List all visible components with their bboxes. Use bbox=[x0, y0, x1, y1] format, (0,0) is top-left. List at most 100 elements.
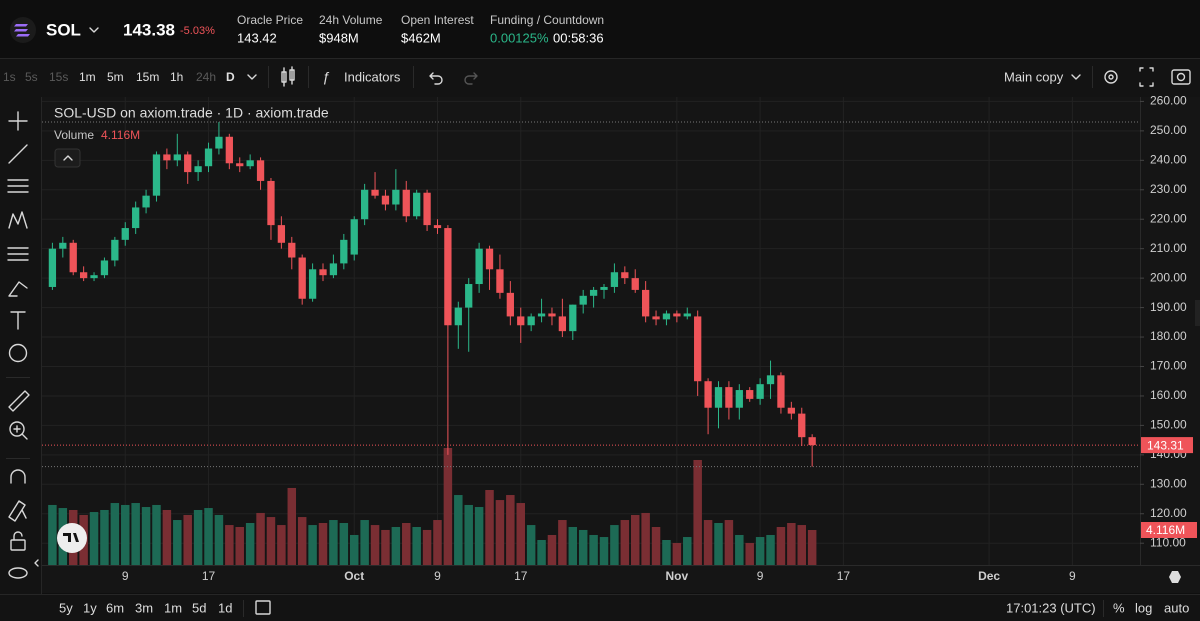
volume-bar bbox=[121, 504, 130, 565]
redo-button[interactable] bbox=[464, 72, 478, 85]
interval-button[interactable]: 15m bbox=[136, 70, 159, 84]
side-tab[interactable] bbox=[1195, 300, 1200, 326]
volume-bar bbox=[755, 537, 765, 565]
screenshot-lens bbox=[1176, 72, 1186, 82]
volume-bar bbox=[349, 534, 359, 565]
range-button[interactable]: 6m bbox=[106, 600, 124, 615]
stat-value: 00:58:36 bbox=[553, 30, 604, 45]
magnet-tool[interactable] bbox=[10, 469, 26, 484]
visibility-tool[interactable] bbox=[8, 567, 28, 579]
candle-body bbox=[79, 272, 88, 279]
range-button[interactable]: 5d bbox=[192, 600, 206, 615]
range-button[interactable]: 1m bbox=[164, 600, 182, 615]
volume-bar bbox=[526, 525, 536, 565]
screenshot-button[interactable] bbox=[1171, 69, 1191, 85]
collapse-button[interactable] bbox=[54, 148, 81, 168]
candle-body bbox=[652, 316, 660, 320]
x-tick-label: Nov bbox=[666, 569, 689, 583]
range-button[interactable]: 1d bbox=[218, 600, 232, 615]
candle-body bbox=[537, 313, 546, 317]
candle-body bbox=[392, 189, 400, 205]
ruler-tool[interactable] bbox=[8, 390, 30, 412]
crosshair-tool[interactable] bbox=[8, 111, 28, 131]
auto-toggle[interactable]: auto bbox=[1164, 600, 1189, 615]
lock-shackle bbox=[13, 531, 23, 541]
volume-bar bbox=[193, 509, 203, 565]
settings-button[interactable] bbox=[1104, 70, 1118, 84]
candle-body bbox=[350, 219, 358, 255]
emoji-tool[interactable] bbox=[8, 343, 28, 363]
candle-body bbox=[517, 316, 525, 326]
trendline-tool[interactable] bbox=[8, 144, 28, 164]
prediction-tool[interactable] bbox=[7, 247, 29, 261]
candle-body bbox=[777, 375, 785, 408]
candle-body bbox=[371, 189, 379, 196]
log-toggle[interactable]: log bbox=[1135, 600, 1152, 615]
pattern-tool[interactable] bbox=[8, 211, 28, 229]
last-price-tag bbox=[1141, 437, 1193, 454]
layout-button[interactable]: Main copy bbox=[1004, 69, 1064, 84]
reset-button[interactable] bbox=[1169, 571, 1181, 583]
fib-tool[interactable] bbox=[7, 179, 29, 193]
range-button[interactable]: 3m bbox=[135, 600, 153, 615]
symbol-selector[interactable]: SOL bbox=[10, 17, 99, 43]
indicators-button[interactable]: Indicators bbox=[344, 69, 401, 84]
fullscreen-button[interactable] bbox=[1139, 67, 1154, 87]
candle-body bbox=[256, 160, 265, 181]
volume-bar bbox=[183, 515, 192, 565]
y-tick-label: 150.00 bbox=[1150, 418, 1187, 432]
candle-body bbox=[662, 313, 671, 320]
volume-bar bbox=[693, 459, 702, 565]
candle-body bbox=[423, 192, 431, 226]
percent-toggle[interactable]: % bbox=[1113, 600, 1125, 615]
interval-button[interactable]: 24h bbox=[196, 70, 216, 84]
interval-button[interactable]: 1h bbox=[170, 70, 183, 84]
chart-type-button[interactable] bbox=[281, 66, 295, 87]
interval-button[interactable]: 1m bbox=[79, 70, 96, 84]
candle-body bbox=[100, 260, 109, 276]
candle-body bbox=[340, 239, 348, 264]
range-list: 5y 1y 6m 3m 1m 5d 1d bbox=[59, 600, 232, 615]
range-button[interactable]: 5y bbox=[59, 600, 73, 615]
goto-date-button[interactable] bbox=[255, 600, 271, 615]
volume-bar bbox=[131, 503, 140, 565]
interval-button[interactable]: 5m bbox=[107, 70, 124, 84]
volume-bar bbox=[506, 495, 515, 565]
volume-bar bbox=[787, 522, 796, 565]
volume-bar bbox=[807, 530, 817, 565]
volume-bar bbox=[204, 508, 213, 565]
candle-body bbox=[600, 286, 608, 290]
volume-bar bbox=[433, 520, 442, 565]
fx-icon: ƒ bbox=[322, 69, 330, 85]
volume-bar bbox=[266, 517, 276, 565]
chevron bbox=[63, 155, 73, 161]
range-button[interactable]: 1y bbox=[83, 600, 97, 615]
interval-button[interactable]: 15s bbox=[49, 70, 68, 84]
brush-tool[interactable] bbox=[8, 281, 28, 297]
interval-button[interactable]: D bbox=[226, 70, 235, 84]
chevron[interactable] bbox=[247, 74, 257, 80]
y-tick-label: 240.00 bbox=[1150, 152, 1187, 166]
undo-button[interactable] bbox=[429, 72, 443, 85]
candle-body bbox=[454, 307, 462, 326]
pen-lock-tool[interactable] bbox=[8, 500, 27, 522]
interval-button[interactable]: 5s bbox=[25, 70, 38, 84]
clock: 17:01:23 (UTC) bbox=[1006, 600, 1096, 615]
x-tick-label: 9 bbox=[1069, 569, 1076, 583]
candle-body bbox=[204, 148, 213, 167]
volume-legend-value: 4.116M bbox=[101, 128, 140, 142]
chevron[interactable] bbox=[1071, 74, 1081, 80]
y-tick-label: 230.00 bbox=[1150, 182, 1187, 196]
text-tool[interactable] bbox=[10, 311, 26, 330]
lock-tool[interactable] bbox=[10, 539, 26, 551]
scroll-left[interactable] bbox=[34, 559, 39, 567]
zoom-tool[interactable] bbox=[9, 421, 25, 437]
candle-body bbox=[631, 278, 639, 290]
volume-bar bbox=[318, 522, 328, 565]
volume-bar bbox=[381, 529, 390, 565]
candle-body bbox=[444, 228, 452, 326]
y-tick-label: 110.00 bbox=[1150, 535, 1186, 549]
interval-button[interactable]: 1s bbox=[3, 70, 16, 84]
candle-body bbox=[360, 189, 369, 220]
volume-bar bbox=[152, 504, 161, 565]
